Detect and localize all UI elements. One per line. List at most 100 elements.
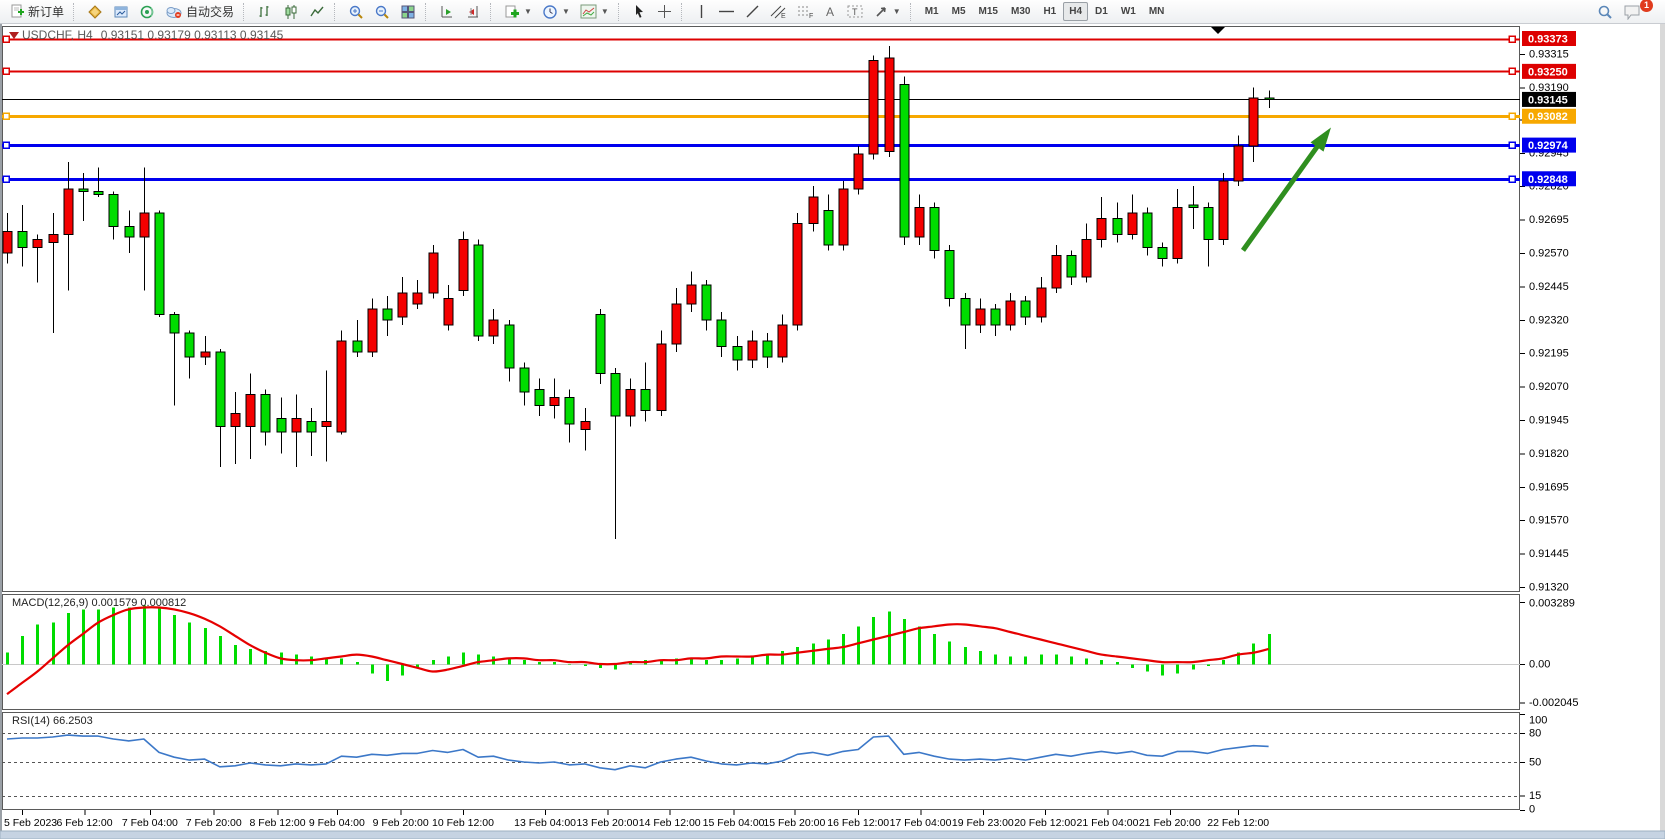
candle-body [78,188,89,193]
market-watch-button[interactable] [82,2,108,22]
trend-arrow-line[interactable] [1240,142,1322,252]
new-order-label: 新订单 [28,5,65,19]
text-label-icon: T [847,5,863,18]
horizontal-line-tool-button[interactable] [713,2,740,22]
crosshair-tool-button[interactable] [652,2,677,22]
cursor-icon [635,5,643,18]
templates-button[interactable]: ▼ [575,2,614,22]
candlestick-icon [285,4,297,19]
candle-body [17,231,28,249]
bar-chart-mode-button[interactable] [252,2,278,22]
rsi-tick-label: 50 [1529,757,1541,769]
toolbar-separator [909,2,915,21]
tf-button-M1[interactable]: M1 [924,6,939,17]
candle-body [397,292,408,318]
time-axis[interactable]: 5 Feb 2023 6 Feb 12:00 7 Feb 04:00 7 Feb 20… [4,810,1269,829]
chevron-down-icon: ▼ [600,7,609,16]
tf-button-M5[interactable]: M5 [951,6,966,17]
chart-shift-marker[interactable] [1211,27,1225,34]
fibonacci-tool-button[interactable]: F [792,2,819,22]
candle-body [686,284,697,305]
time-tick-label: 14 Feb 12:00 [639,817,701,829]
line-handle[interactable] [2,35,10,43]
auto-scroll-button[interactable] [434,2,460,22]
trendline-tool-button[interactable] [740,2,765,22]
line-handle[interactable] [1508,35,1516,43]
line-handle[interactable] [2,175,10,183]
zoom-in-button[interactable] [343,2,369,22]
line-handle[interactable] [1508,141,1516,149]
price-badge [1522,31,1576,47]
text-tool-button[interactable]: A [819,2,842,22]
arrows-tool-button[interactable]: ▼ [869,2,906,22]
candle-body [944,249,955,299]
new-order-button[interactable]: 新订单 [5,2,69,22]
time-tick-label: 9 Feb 04:00 [309,817,365,829]
zoom-out-button[interactable] [369,2,395,22]
macd-tick-label: 0.003289 [1529,598,1575,610]
candle-body [1081,239,1092,278]
candle-body [610,372,621,417]
candle-body [777,324,788,358]
rsi-content [2,733,1520,797]
line-handle[interactable] [2,67,10,75]
line-handle[interactable] [1508,175,1516,183]
time-tick-label: 19 Feb 23:00 [952,817,1014,829]
search-button[interactable] [1592,2,1618,22]
price-tick-label: 0.91820 [1529,448,1569,460]
time-tick-label: 5 Feb 2023 [4,817,57,829]
trend-arrow-head[interactable] [1310,127,1331,152]
candle-body [63,188,74,235]
periods-button[interactable]: ▼ [537,2,575,22]
line-handle[interactable] [2,112,10,120]
candlestick-mode-button[interactable] [278,2,304,22]
indicators-button[interactable]: ▼ [499,2,537,22]
toolbar-separator [73,2,78,21]
candle-body [139,212,150,238]
line-handle[interactable] [1508,67,1516,75]
line-handle[interactable] [1508,112,1516,120]
candle-body [1020,300,1031,318]
candle-body [716,319,727,348]
autotrading-button[interactable]: 自动交易 [160,2,239,22]
tf-button-D1[interactable]: D1 [1095,6,1108,17]
rsi-tick-label: 15 [1529,790,1541,802]
tf-button-W1[interactable]: W1 [1120,6,1136,17]
data-window-button[interactable] [108,2,134,22]
tf-button-M15[interactable]: M15 [978,6,998,17]
price-badge-label: 0.92848 [1528,174,1568,186]
candle-body [1127,212,1138,235]
label-tool-button[interactable]: T [842,2,869,22]
autotrading-icon [166,7,182,18]
price-tick-label: 0.91945 [1529,415,1569,427]
candle-body [656,343,667,412]
vertical-line-tool-button[interactable] [690,2,713,22]
chat-bubble-icon [1624,5,1640,20]
candle-body [671,303,682,345]
line-handle[interactable] [2,141,10,149]
time-tick-label: 20 Feb 12:00 [1014,817,1076,829]
candle-body [367,308,378,353]
main-toolbar: 新订单 自动交易 ▼ ▼ [0,0,1665,24]
signals-button[interactable] [134,2,160,22]
notifications-button[interactable]: 1 [1618,0,1653,22]
time-tick-label: 15 Feb 20:00 [763,817,825,829]
channel-tool-button[interactable]: E [765,2,792,22]
vertical-line-icon [700,5,702,18]
price-badge-label: 0.92974 [1528,140,1569,152]
arrow-objects-icon [876,7,886,17]
candle-body [792,223,803,326]
candle-body [48,233,59,243]
line-chart-mode-button[interactable] [304,2,330,22]
chart-shift-button[interactable] [460,2,486,22]
tf-button-H1[interactable]: H1 [1043,6,1057,17]
tf-button-H4[interactable]: H4 [1063,2,1089,21]
cursor-tool-button[interactable] [627,2,652,22]
candle-body [276,418,287,433]
tile-windows-button[interactable] [395,2,421,22]
price-tick-label: 0.92570 [1529,248,1569,260]
tf-button-MN[interactable]: MN [1148,6,1165,17]
price-badge [1522,108,1576,124]
tf-button-M30[interactable]: M30 [1010,6,1031,17]
